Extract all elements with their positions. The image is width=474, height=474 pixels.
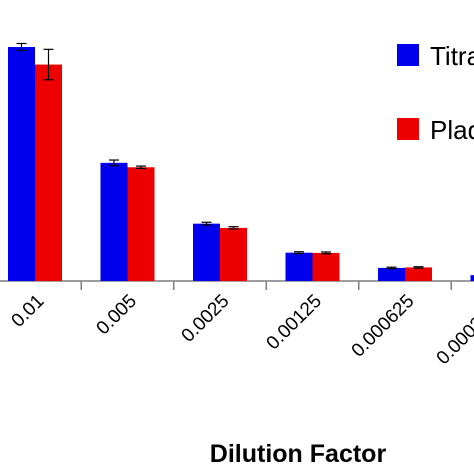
bar-titration-0.0003125	[470, 275, 474, 281]
x-tick-labels: 0.01 0.005 0.0025 0.00125 0.000625 0.0003125	[8, 291, 474, 369]
legend-label-titration: Titration	[430, 41, 474, 71]
error-bars-group	[16, 42, 424, 270]
legend-swatch-plaque	[397, 118, 419, 140]
bar-titration-0.000625	[378, 267, 405, 281]
bar-plaque-0.005	[127, 167, 155, 281]
x-tick-label: 0.005	[93, 291, 141, 339]
legend-swatch-titration	[397, 44, 419, 66]
bars-group	[8, 47, 474, 281]
bar-plaque-0.0025	[220, 227, 247, 281]
x-tick-label: 0.0025	[178, 291, 234, 347]
bar-plaque-0.00125	[312, 252, 340, 281]
bar-titration-0.005	[100, 162, 128, 281]
x-tick-marks	[80, 281, 452, 290]
x-tick-label: 0.01	[8, 291, 49, 332]
x-axis-title: Dilution Factor	[210, 440, 387, 468]
bar-plaque-0.01	[35, 64, 62, 281]
legend: Titration Plaque	[397, 41, 474, 145]
x-tick-label: 0.000625	[348, 291, 419, 362]
x-tick-label: 0.00125	[263, 291, 326, 354]
bar-titration-0.01	[8, 47, 35, 281]
x-tick-label: 0.0003125	[433, 291, 474, 369]
bar-plaque-0.000625	[405, 267, 432, 281]
legend-label-plaque: Plaque	[430, 115, 474, 145]
bar-titration-0.0025	[193, 223, 220, 281]
bar-titration-0.00125	[285, 252, 313, 281]
